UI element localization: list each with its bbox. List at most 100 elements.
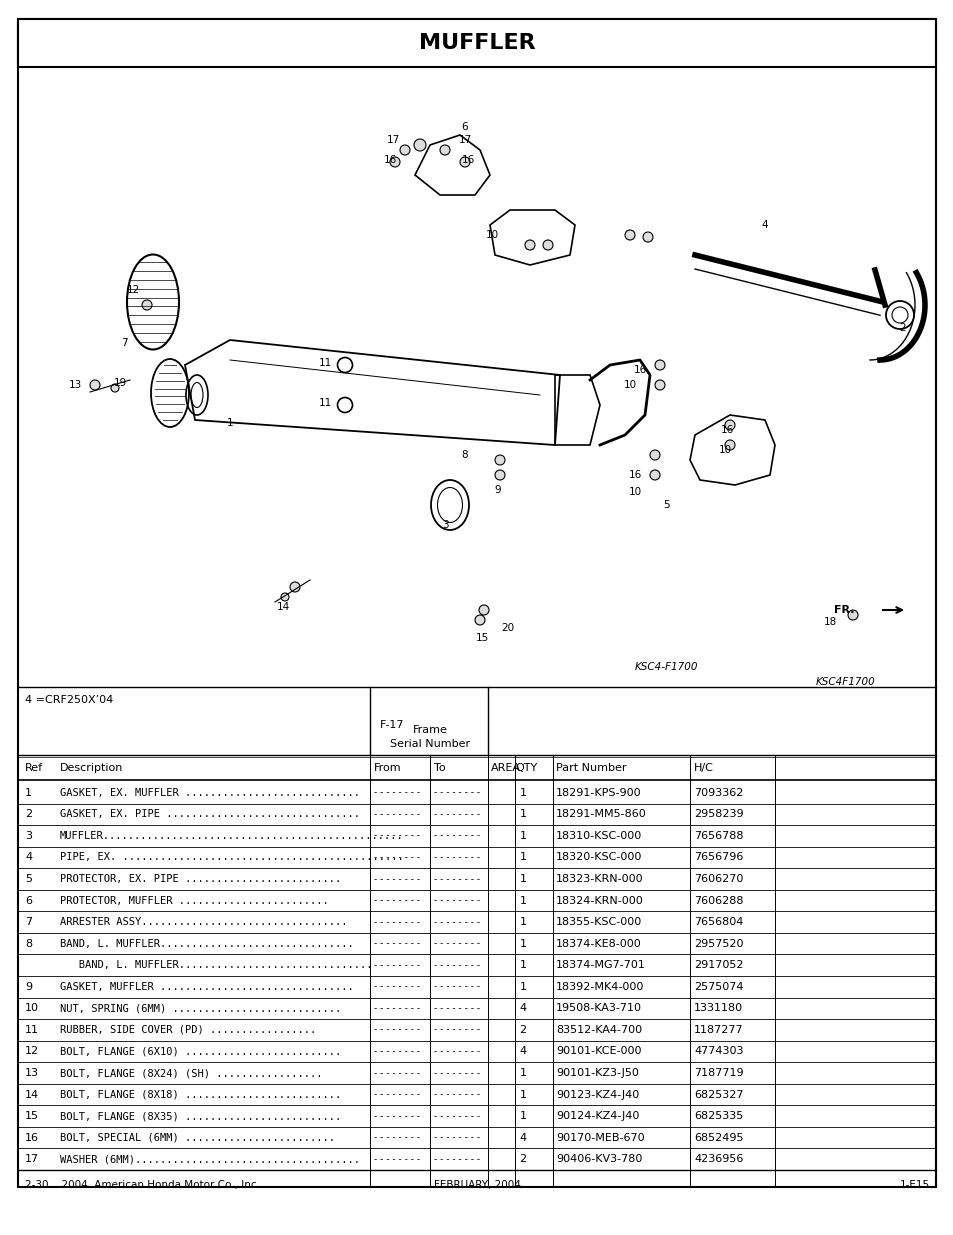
Text: 4: 4	[518, 1046, 526, 1056]
Text: 18355-KSC-000: 18355-KSC-000	[556, 918, 641, 927]
Text: F-17: F-17	[379, 720, 404, 730]
Text: 1-E15: 1-E15	[899, 1179, 929, 1191]
Text: 18291-MM5-860: 18291-MM5-860	[556, 809, 646, 819]
Text: 2957520: 2957520	[693, 939, 742, 948]
Text: 7093362: 7093362	[693, 788, 742, 798]
Text: 16: 16	[628, 471, 641, 480]
Text: - - - - - - - -: - - - - - - - -	[434, 1068, 479, 1077]
Text: BOLT, SPECIAL (6MM) ........................: BOLT, SPECIAL (6MM) ....................…	[60, 1132, 335, 1142]
Text: 2: 2	[518, 1155, 526, 1165]
Text: 2: 2	[25, 809, 32, 819]
Text: 16: 16	[720, 425, 733, 435]
Text: 3: 3	[441, 520, 448, 530]
Text: 15: 15	[475, 634, 488, 643]
Text: 18374-KE8-000: 18374-KE8-000	[556, 939, 641, 948]
Text: BAND, L. MUFFLER...............................: BAND, L. MUFFLER........................…	[60, 961, 372, 971]
Text: 1331180: 1331180	[693, 1003, 742, 1014]
Text: - - - - - - - -: - - - - - - - -	[374, 1155, 419, 1163]
Text: 10: 10	[628, 487, 640, 496]
Ellipse shape	[724, 440, 734, 450]
Text: 14: 14	[276, 601, 290, 613]
Text: PROTECTOR, MUFFLER ........................: PROTECTOR, MUFFLER .....................…	[60, 895, 329, 905]
Text: 18374-MG7-701: 18374-MG7-701	[556, 961, 645, 971]
Text: 9: 9	[495, 485, 500, 495]
Text: - - - - - - - -: - - - - - - - -	[434, 1155, 479, 1163]
Text: 1: 1	[519, 874, 526, 884]
Ellipse shape	[495, 471, 504, 480]
Text: WASHER (6MM)....................................: WASHER (6MM)............................…	[60, 1155, 359, 1165]
Text: 4 =CRF250X’04: 4 =CRF250X’04	[25, 695, 113, 705]
Text: 7606270: 7606270	[693, 874, 742, 884]
Text: 6852495: 6852495	[693, 1132, 742, 1142]
Text: 4: 4	[25, 852, 32, 862]
Text: - - - - - - - -: - - - - - - - -	[374, 1004, 419, 1013]
Ellipse shape	[90, 380, 100, 390]
Text: 13: 13	[69, 380, 82, 390]
Text: 1: 1	[519, 895, 526, 905]
Text: - - - - - - - -: - - - - - - - -	[374, 874, 419, 883]
Ellipse shape	[655, 359, 664, 370]
Text: 14: 14	[25, 1089, 39, 1099]
Text: 16: 16	[633, 366, 646, 375]
Text: 18324-KRN-000: 18324-KRN-000	[556, 895, 643, 905]
Text: 1: 1	[519, 1112, 526, 1121]
Text: BOLT, FLANGE (8X24) (SH) .................: BOLT, FLANGE (8X24) (SH) ...............…	[60, 1068, 322, 1078]
Text: 7: 7	[121, 338, 127, 348]
Text: 20: 20	[501, 622, 514, 634]
Text: 12: 12	[25, 1046, 39, 1056]
Text: 10: 10	[25, 1003, 39, 1014]
Text: - - - - - - - -: - - - - - - - -	[374, 1025, 419, 1035]
Text: - - - - - - - -: - - - - - - - -	[374, 1068, 419, 1077]
Ellipse shape	[642, 232, 652, 242]
Ellipse shape	[439, 144, 450, 156]
Text: 17: 17	[386, 135, 399, 144]
Ellipse shape	[475, 615, 484, 625]
Text: 10: 10	[485, 230, 498, 240]
Text: GASKET, MUFFLER ...............................: GASKET, MUFFLER ........................…	[60, 982, 354, 992]
Ellipse shape	[724, 420, 734, 430]
Text: 7: 7	[25, 918, 32, 927]
Ellipse shape	[649, 450, 659, 459]
Text: 1: 1	[519, 939, 526, 948]
Text: 18: 18	[822, 618, 836, 627]
Text: 1187277: 1187277	[693, 1025, 742, 1035]
Text: - - - - - - - -: - - - - - - - -	[374, 961, 419, 969]
Ellipse shape	[655, 380, 664, 390]
Text: 18392-MK4-000: 18392-MK4-000	[556, 982, 643, 992]
Text: - - - - - - - -: - - - - - - - -	[434, 1047, 479, 1056]
Text: 10: 10	[718, 445, 731, 454]
Ellipse shape	[281, 593, 289, 601]
Text: - - - - - - - -: - - - - - - - -	[434, 1134, 479, 1142]
Text: - - - - - - - -: - - - - - - - -	[434, 810, 479, 819]
Text: 1: 1	[519, 961, 526, 971]
Text: - - - - - - - -: - - - - - - - -	[374, 831, 419, 840]
Text: 4: 4	[518, 1132, 526, 1142]
Text: 19508-KA3-710: 19508-KA3-710	[556, 1003, 641, 1014]
Text: - - - - - - - -: - - - - - - - -	[434, 939, 479, 948]
Text: 18291-KPS-900: 18291-KPS-900	[556, 788, 641, 798]
Text: - - - - - - - -: - - - - - - - -	[434, 1004, 479, 1013]
Text: BOLT, FLANGE (8X18) .........................: BOLT, FLANGE (8X18) ....................…	[60, 1089, 341, 1099]
Text: 18323-KRN-000: 18323-KRN-000	[556, 874, 643, 884]
Ellipse shape	[649, 471, 659, 480]
Text: - - - - - - - -: - - - - - - - -	[434, 1091, 479, 1099]
Text: 1: 1	[519, 1089, 526, 1099]
Text: 12: 12	[126, 285, 139, 295]
Text: 11: 11	[25, 1025, 39, 1035]
Text: 16: 16	[383, 156, 396, 165]
Ellipse shape	[478, 605, 489, 615]
Text: - - - - - - - -: - - - - - - - -	[434, 831, 479, 840]
Text: 18320-KSC-000: 18320-KSC-000	[556, 852, 641, 862]
Text: BOLT, FLANGE (8X35) .........................: BOLT, FLANGE (8X35) ....................…	[60, 1112, 341, 1121]
Text: MUFFLER: MUFFLER	[418, 33, 535, 53]
Text: 10: 10	[622, 380, 636, 390]
Text: 1: 1	[519, 831, 526, 841]
Text: 6825327: 6825327	[693, 1089, 742, 1099]
Text: 8: 8	[25, 939, 32, 948]
Text: 5: 5	[25, 874, 32, 884]
Text: - - - - - - - -: - - - - - - - -	[374, 897, 419, 905]
Ellipse shape	[542, 240, 553, 249]
Text: 2: 2	[518, 1025, 526, 1035]
Text: - - - - - - - -: - - - - - - - -	[434, 982, 479, 992]
Text: - - - - - - - -: - - - - - - - -	[434, 897, 479, 905]
